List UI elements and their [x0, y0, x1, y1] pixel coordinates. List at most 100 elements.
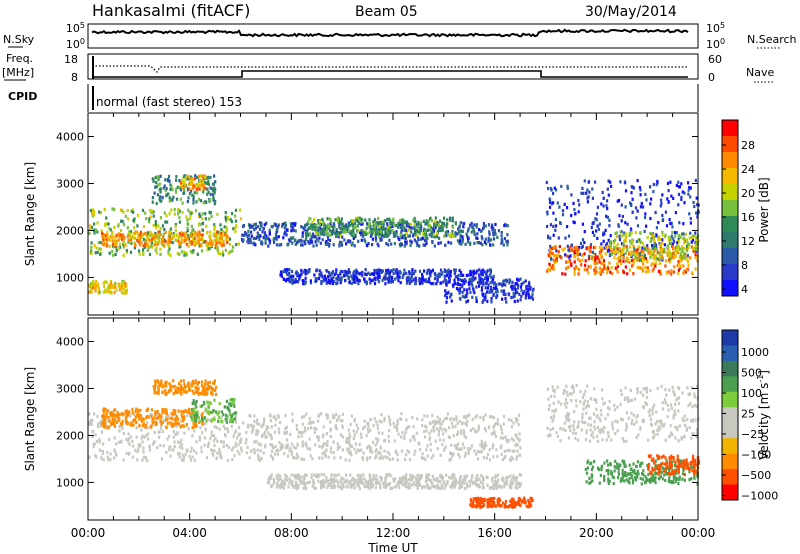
- echo-cell: [465, 288, 469, 292]
- echo-cell: [303, 268, 306, 272]
- echo-cell: [218, 410, 221, 414]
- echo-cell: [187, 244, 190, 248]
- echo-cell: [343, 229, 346, 233]
- echo-cell: [233, 454, 236, 458]
- echo-cell: [199, 404, 202, 409]
- echo-cell: [171, 422, 174, 426]
- echo-cell: [475, 452, 478, 456]
- echo-cell: [175, 238, 178, 242]
- echo-cell: [464, 451, 467, 455]
- echo-cell: [674, 234, 677, 238]
- echo-cell: [165, 412, 169, 416]
- echo-cell: [600, 242, 603, 246]
- echo-cell: [352, 229, 355, 233]
- echo-cell: [420, 456, 423, 460]
- echo-cell: [628, 231, 631, 235]
- echo-cell: [188, 177, 191, 181]
- echo-cell: [170, 421, 173, 425]
- echo-cell: [638, 266, 641, 270]
- echo-cell: [208, 400, 211, 404]
- echo-cell: [265, 221, 268, 225]
- echo-cell: [155, 180, 158, 185]
- echo-cell: [292, 455, 295, 459]
- echo-cell: [306, 221, 309, 226]
- echo-cell: [377, 451, 380, 455]
- echo-cell: [94, 289, 97, 293]
- echo-cell: [651, 269, 654, 273]
- power-colorbar-segment: [722, 200, 738, 217]
- echo-cell: [622, 247, 625, 251]
- echo-cell: [131, 407, 134, 411]
- echo-cell: [289, 222, 293, 226]
- echo-cell: [484, 429, 487, 433]
- echo-cell: [639, 258, 642, 262]
- echo-cell: [466, 234, 469, 238]
- echo-cell: [643, 253, 646, 258]
- echo-cell: [344, 440, 348, 444]
- echo-cell: [561, 272, 564, 276]
- echo-cell: [308, 480, 311, 484]
- echo-cell: [600, 262, 603, 266]
- echo-cell: [623, 231, 626, 235]
- echo-cell: [410, 230, 413, 234]
- echo-cell: [435, 235, 438, 239]
- echo-cell: [622, 255, 625, 259]
- echo-cell: [672, 270, 675, 274]
- echo-cell: [95, 284, 98, 288]
- echo-cell: [428, 272, 431, 276]
- power-colorbar-segment: [722, 248, 738, 265]
- echo-cell: [148, 252, 152, 257]
- echo-cell: [328, 274, 331, 278]
- echo-cell: [444, 445, 447, 449]
- echo-cell: [201, 404, 204, 408]
- echo-cell: [373, 417, 376, 421]
- echo-cell: [137, 234, 140, 238]
- echo-cell: [616, 270, 619, 274]
- echo-cell: [153, 243, 156, 247]
- echo-cell: [641, 246, 644, 250]
- echo-cell: [242, 238, 245, 242]
- echo-cell: [360, 228, 363, 233]
- echo-cell: [369, 234, 373, 238]
- echo-cell: [174, 187, 178, 191]
- echo-cell: [609, 180, 612, 184]
- echo-cell: [226, 240, 229, 244]
- echo-cell: [496, 473, 500, 477]
- echo-cell: [443, 268, 446, 272]
- echo-cell: [263, 235, 266, 239]
- echo-cell: [378, 275, 381, 279]
- echo-cell: [343, 238, 346, 242]
- echo-cell: [146, 407, 150, 411]
- echo-cell: [190, 224, 193, 228]
- echo-cell: [474, 430, 477, 434]
- echo-cell: [104, 288, 107, 292]
- echo-cell: [404, 430, 407, 434]
- echo-cell: [274, 223, 278, 227]
- echo-cell: [384, 439, 387, 443]
- echo-cell: [352, 429, 355, 433]
- echo-cell: [118, 288, 122, 292]
- echo-cell: [622, 259, 625, 263]
- echo-cell: [201, 236, 204, 240]
- echo-cell: [253, 451, 256, 455]
- echo-cell: [257, 456, 260, 460]
- echo-cell: [321, 217, 324, 222]
- echo-cell: [672, 237, 675, 241]
- echo-cell: [340, 217, 343, 221]
- echo-cell: [88, 412, 91, 416]
- echo-cell: [213, 174, 216, 178]
- echo-cell: [431, 227, 434, 231]
- echo-cell: [375, 454, 378, 458]
- echo-cell: [347, 268, 350, 272]
- echo-cell: [157, 175, 160, 179]
- echo-cell: [319, 223, 323, 227]
- echo-cell: [155, 185, 158, 189]
- echo-cell: [520, 289, 523, 293]
- echo-cell: [358, 216, 361, 220]
- echo-cell: [162, 444, 165, 448]
- echo-cell: [317, 231, 320, 235]
- echo-cell: [322, 232, 325, 236]
- echo-cell: [505, 300, 508, 304]
- echo-cell: [348, 458, 351, 462]
- echo-cell: [549, 223, 552, 227]
